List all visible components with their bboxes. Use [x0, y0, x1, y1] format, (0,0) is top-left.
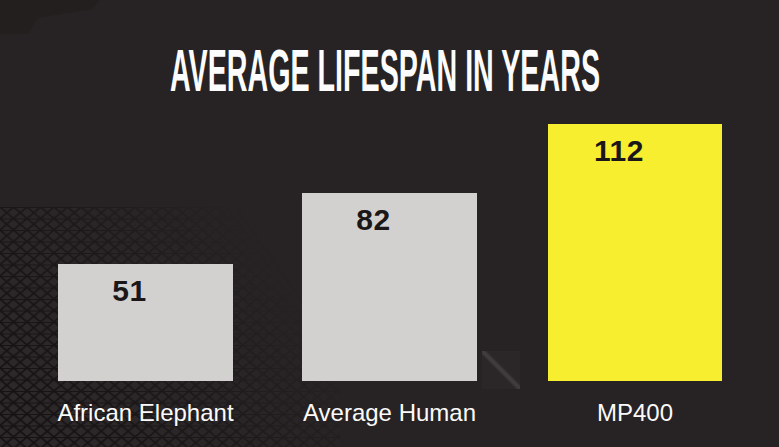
bar-value-african-elephant: 51	[112, 274, 146, 307]
category-label-average-human: Average Human	[272, 398, 507, 428]
bar-mp400: 112	[548, 124, 722, 381]
chart-title: AVERAGE LIFESPAN IN YEARS	[170, 37, 600, 104]
lifespan-bar-chart: AVERAGE LIFESPAN IN YEARS 51 82 112 Afri…	[0, 0, 779, 447]
bar-value-mp400: 112	[594, 134, 644, 167]
chart-title-svg: AVERAGE LIFESPAN IN YEARS	[0, 0, 779, 110]
category-label-african-elephant: African Elephant	[28, 398, 263, 428]
faint-slash-mark	[482, 351, 520, 389]
bar-value-average-human: 82	[356, 203, 390, 236]
bar-african-elephant: 51	[58, 264, 233, 381]
bar-average-human: 82	[302, 193, 477, 381]
category-label-mp400: MP400	[518, 398, 752, 428]
